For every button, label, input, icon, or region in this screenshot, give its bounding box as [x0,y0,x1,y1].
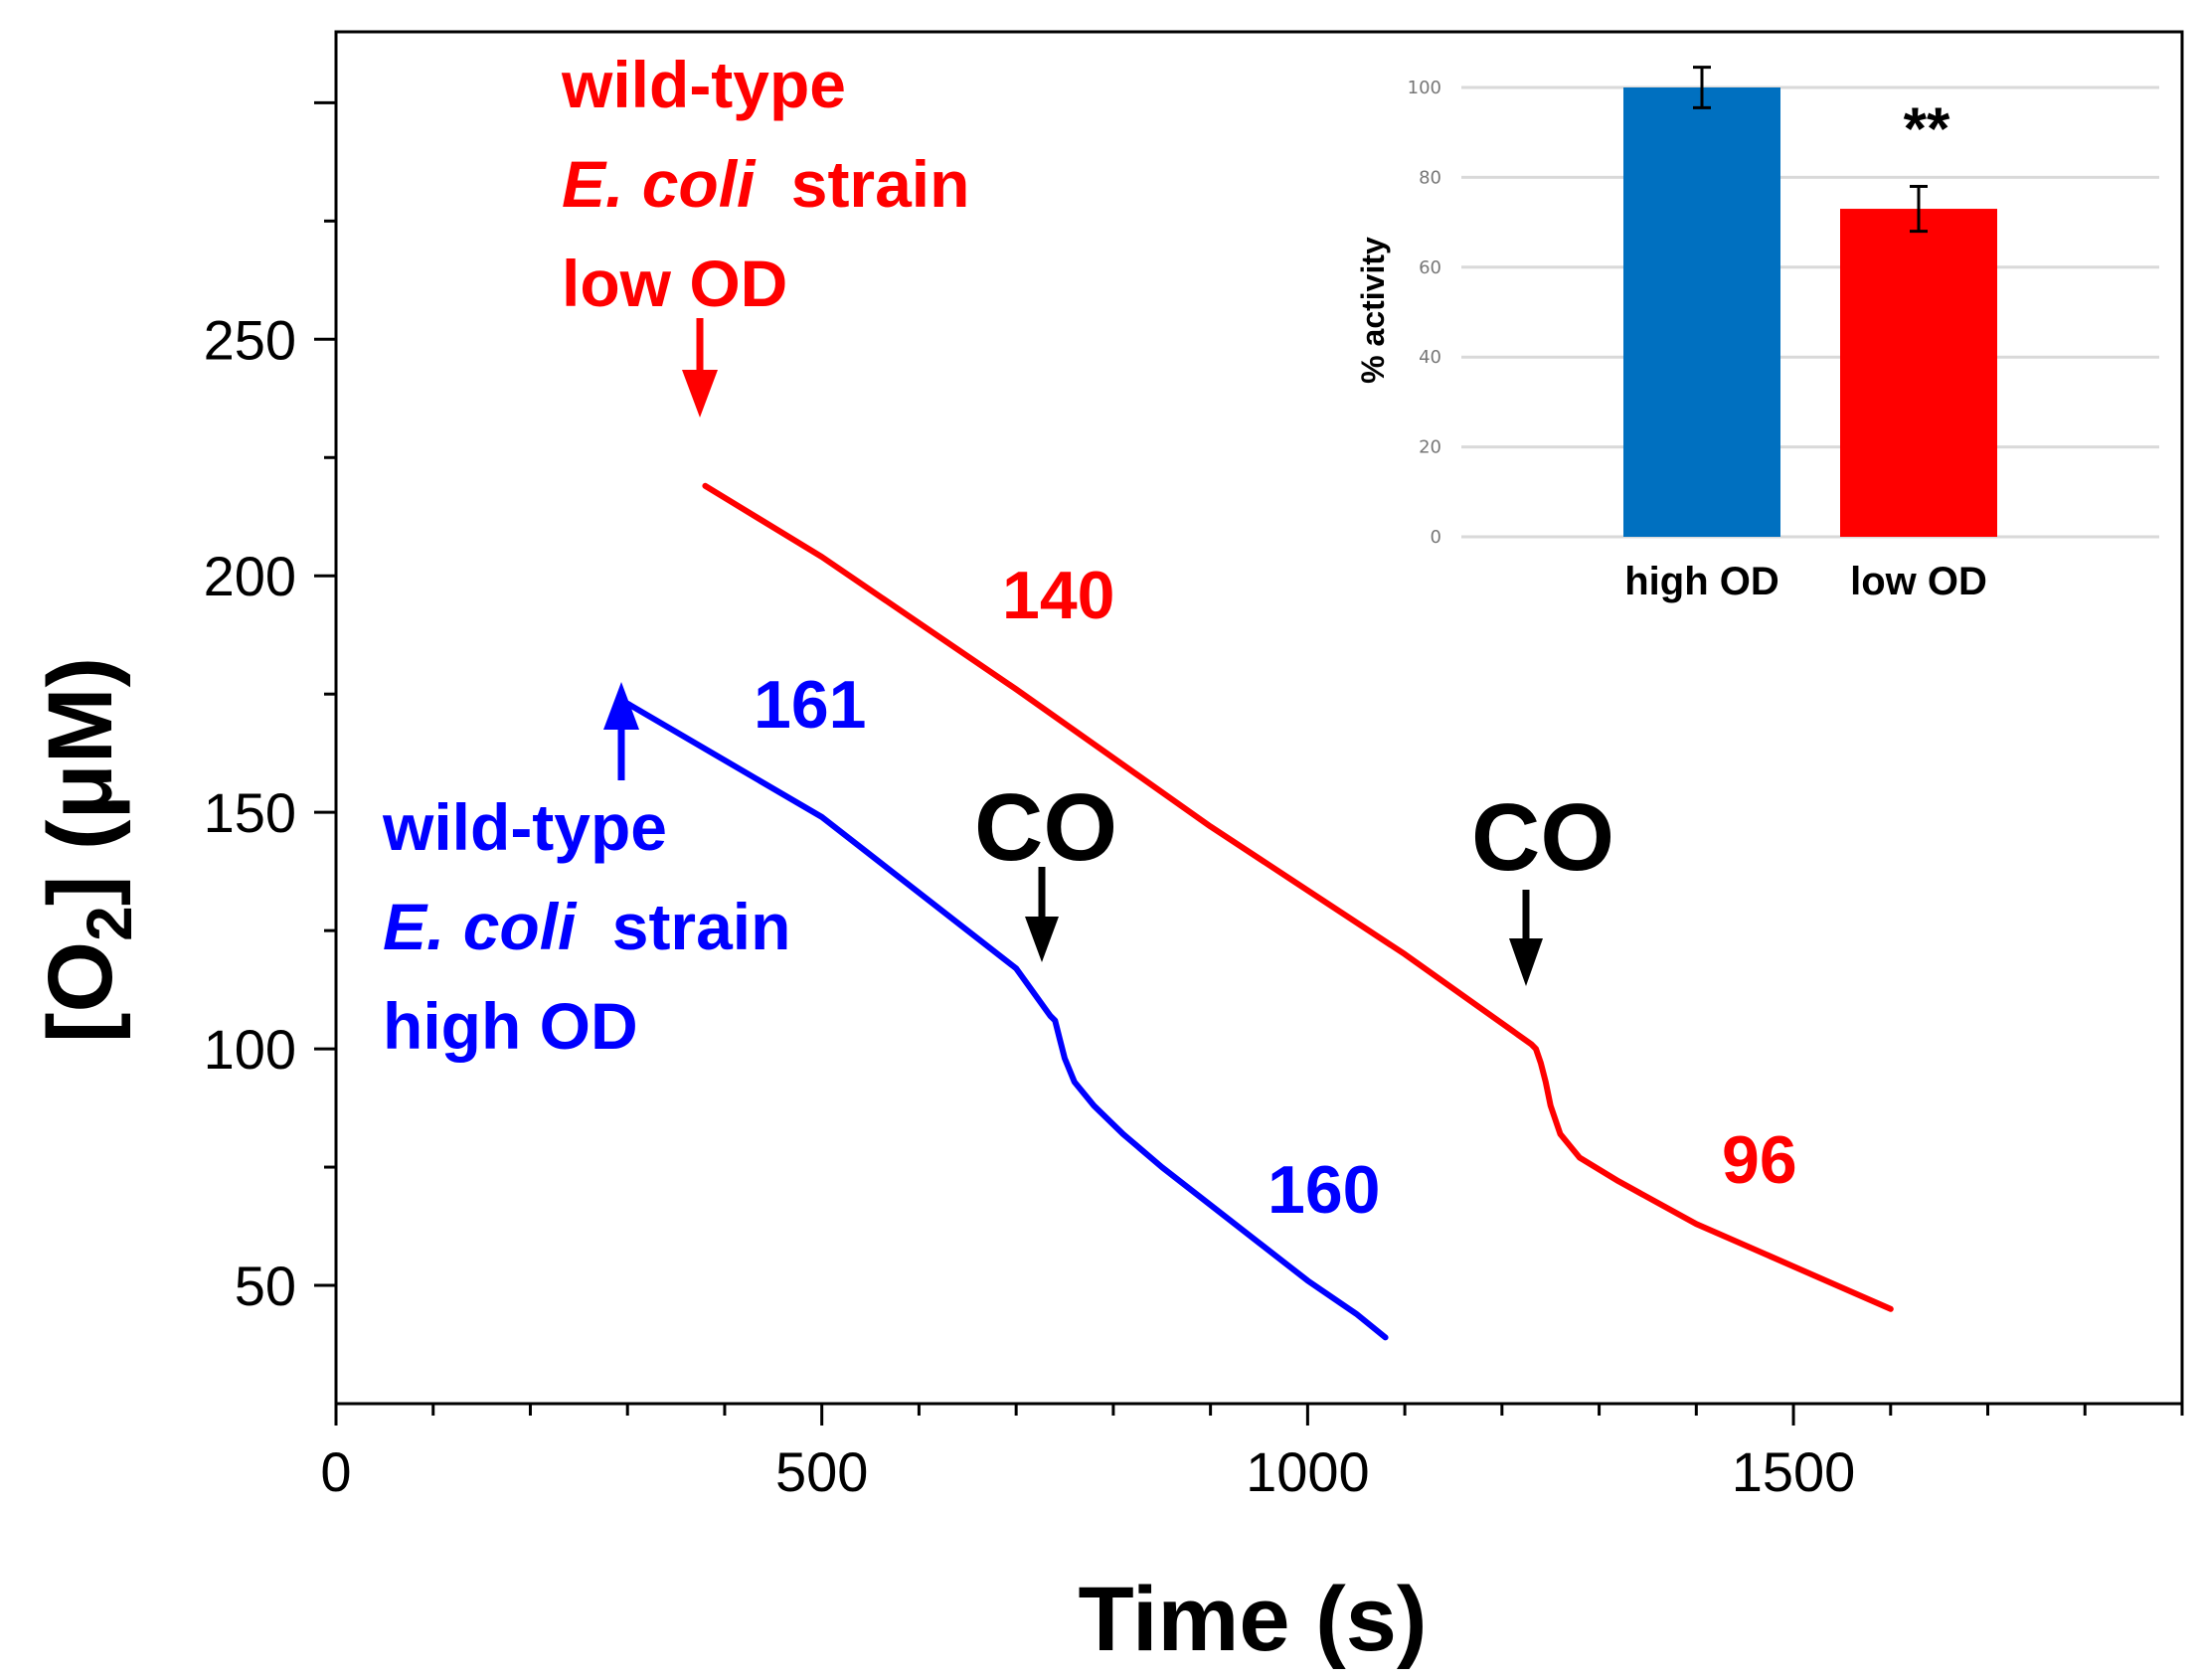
low-od-annotation-species: E. coli [562,147,757,221]
plot-frame [334,30,2184,1406]
series-line-high-od [624,700,1389,1341]
high-od-annotation: wild-type E. coli strain high OD [382,790,809,1063]
inset-y-tick-label: 0 [1431,527,1441,548]
low-od-arrow [682,318,718,418]
inset-y-tick-labels: 0 20 40 60 80 100 [1408,78,1441,548]
high-od-annotation-species: E. coli [383,890,578,963]
low-od-annotation: wild-type E. coli strain low OD [561,48,988,320]
inset-bar [1623,87,1780,537]
inset-category-label: low OD [1850,560,1987,603]
series-line-low-od [702,482,1894,1312]
inset-category-labels: high OD low OD [1624,560,1987,603]
y-axis-ticks: 50 100 150 200 250 [204,100,336,1317]
y-axis-title-subscript: 2 [74,906,145,941]
low-od-annotation-line1: wild-type [561,48,846,121]
co-arrow-high-od [1025,867,1059,962]
inset-gridlines [1461,85,2159,539]
inset-y-tick-label: 20 [1419,437,1441,458]
x-axis-ticks: 0 500 1000 1500 [320,1404,2184,1503]
co-label-low-od: CO [1471,784,1614,891]
rate-label-high-od-after: 160 [1268,1152,1380,1228]
significance-stars: ** [1904,95,1950,162]
rate-label-low-od-before: 140 [1002,558,1114,633]
co-arrow-low-od [1509,890,1543,986]
x-tick-label: 1500 [1732,1440,1856,1503]
y-tick-label: 250 [204,308,296,371]
inset-category-label: high OD [1624,560,1779,603]
inset-y-tick-label: 80 [1419,167,1441,188]
y-axis-title-prefix: [O [30,941,131,1043]
rate-label-low-od-after: 96 [1722,1122,1797,1198]
inset-bar-chart: 0 20 40 60 80 100 high OD low OD % activity ** [1355,66,2159,603]
inset-bar [1840,209,1997,538]
y-axis-title: [O2] (μM) [30,657,145,1043]
high-od-annotation-line3: high OD [383,989,638,1063]
co-label-high-od: CO [974,774,1117,881]
rate-label-high-od-before: 161 [754,667,866,743]
low-od-annotation-strain: strain [791,147,970,221]
inset-y-tick-label: 100 [1408,78,1441,98]
y-tick-label: 200 [204,545,296,607]
inset-y-tick-label: 40 [1419,347,1441,368]
inset-error-bars [1693,66,1928,234]
inset-y-tick-label: 60 [1419,257,1441,278]
y-tick-label: 100 [204,1018,296,1081]
inset-bars [1623,87,1997,538]
high-od-annotation-line1: wild-type [382,790,667,864]
x-tick-label: 0 [320,1440,351,1503]
x-axis-title: Time (s) [1078,1569,1427,1670]
y-tick-label: 50 [235,1255,296,1317]
y-axis-title-suffix: ] (μM) [30,657,131,906]
x-tick-label: 500 [775,1440,868,1503]
high-od-annotation-strain: strain [612,890,791,963]
high-od-arrow [603,682,639,780]
y-tick-label: 150 [204,781,296,844]
x-tick-label: 1000 [1246,1440,1370,1503]
inset-y-axis-title: % activity [1355,237,1391,384]
low-od-annotation-line3: low OD [562,247,787,320]
